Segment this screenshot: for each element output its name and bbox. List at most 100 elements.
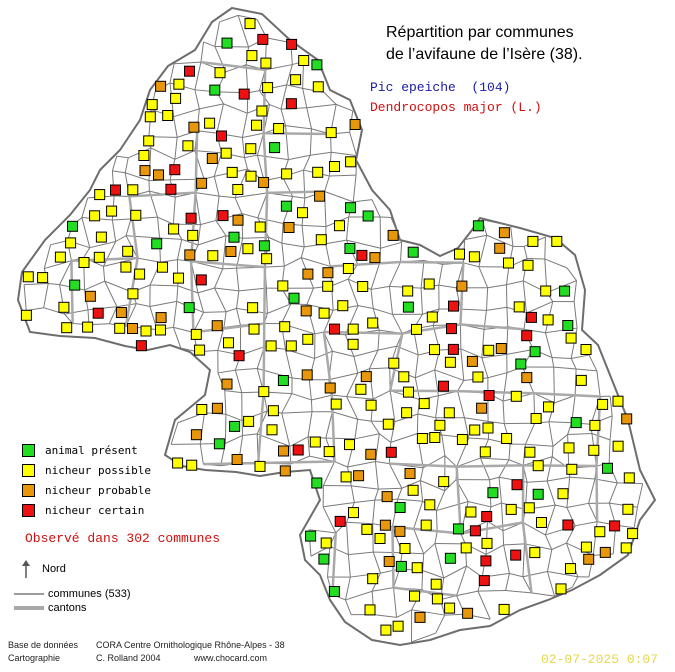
commune-marker bbox=[206, 153, 218, 164]
commune-marker bbox=[364, 604, 376, 616]
commune-border bbox=[388, 463, 403, 489]
commune-marker bbox=[365, 448, 377, 460]
commune-border bbox=[441, 434, 446, 456]
commune-marker bbox=[283, 222, 295, 233]
credits-url[interactable]: www.chocard.com bbox=[194, 653, 268, 663]
commune-border bbox=[247, 90, 260, 94]
commune-marker bbox=[273, 123, 285, 134]
commune-border bbox=[111, 219, 117, 242]
commune-border bbox=[490, 502, 502, 508]
commune-marker bbox=[233, 350, 245, 362]
commune-marker bbox=[232, 184, 244, 195]
cantons-label: cantons bbox=[48, 602, 87, 614]
commune-marker bbox=[347, 323, 359, 335]
commune-marker bbox=[221, 37, 233, 49]
commune-marker bbox=[211, 402, 223, 414]
legend-label-probable: nicheur probable bbox=[45, 483, 151, 497]
commune-marker bbox=[257, 33, 269, 45]
commune-border bbox=[422, 553, 425, 571]
commune-marker bbox=[479, 446, 491, 458]
commune-border bbox=[478, 235, 488, 267]
commune-marker bbox=[204, 117, 216, 129]
commune-marker bbox=[127, 288, 139, 300]
commune-marker bbox=[536, 517, 547, 528]
commune-border bbox=[390, 217, 403, 243]
commune-marker bbox=[521, 372, 533, 384]
commune-border bbox=[351, 485, 379, 490]
commune-marker bbox=[612, 440, 624, 452]
commune-border bbox=[527, 480, 548, 483]
commune-marker bbox=[347, 338, 359, 350]
commune-border bbox=[464, 234, 487, 241]
commune-border bbox=[203, 311, 227, 313]
commune-border bbox=[126, 235, 160, 239]
commune-marker bbox=[394, 502, 406, 513]
commune-border bbox=[588, 478, 596, 504]
canton-line-sample bbox=[14, 606, 44, 610]
commune-border bbox=[435, 490, 446, 511]
commune-border bbox=[225, 413, 243, 422]
map-title-line2: de l’avifaune de l’Isère (38). bbox=[386, 46, 583, 63]
commune-border bbox=[457, 380, 465, 392]
commune-marker bbox=[431, 593, 443, 605]
commune-border bbox=[434, 369, 464, 381]
commune-border bbox=[324, 175, 330, 192]
commune-marker bbox=[155, 80, 167, 92]
commune-border bbox=[546, 480, 556, 506]
commune-marker bbox=[420, 519, 432, 531]
commune-marker bbox=[169, 164, 181, 176]
commune-border bbox=[487, 520, 504, 532]
commune-marker bbox=[444, 356, 456, 368]
commune-marker bbox=[265, 340, 277, 352]
commune-marker bbox=[232, 214, 244, 226]
commune-border bbox=[241, 137, 246, 158]
commune-border bbox=[420, 288, 423, 315]
commune-marker bbox=[355, 383, 367, 395]
commune-marker bbox=[258, 177, 270, 188]
commune-marker bbox=[311, 477, 323, 489]
commune-marker bbox=[110, 184, 121, 196]
commune-border bbox=[284, 257, 302, 267]
commune-line-sample bbox=[14, 593, 44, 595]
commune-border bbox=[522, 521, 546, 536]
commune-border bbox=[257, 217, 284, 224]
commune-marker bbox=[266, 424, 278, 436]
commune-border bbox=[544, 332, 553, 358]
commune-border bbox=[150, 147, 176, 160]
canton-border bbox=[262, 323, 266, 392]
legend-swatch-certain bbox=[22, 503, 35, 517]
legend-label-certain: nicheur certain bbox=[45, 503, 145, 517]
commune-marker bbox=[580, 541, 592, 553]
commune-border bbox=[506, 280, 524, 286]
commune-marker bbox=[444, 552, 456, 564]
commune-border bbox=[357, 368, 370, 374]
commune-border bbox=[481, 357, 489, 378]
commune-marker bbox=[348, 507, 359, 519]
commune-border bbox=[219, 195, 236, 199]
commune-border bbox=[219, 14, 239, 23]
commune-marker bbox=[254, 221, 266, 233]
commune-border bbox=[325, 243, 331, 267]
commune-marker bbox=[382, 418, 394, 430]
commune-marker bbox=[583, 553, 595, 565]
commune-border bbox=[224, 390, 242, 394]
commune-marker bbox=[483, 390, 495, 401]
credits-cartography-label: Cartographie bbox=[8, 653, 61, 663]
commune-marker bbox=[443, 407, 455, 419]
commune-border bbox=[241, 213, 258, 219]
commune-border bbox=[526, 301, 553, 314]
commune-marker bbox=[385, 446, 397, 458]
canton-border bbox=[330, 260, 401, 268]
boundary-legend: communes (533) cantons bbox=[14, 587, 131, 615]
commune-border bbox=[354, 433, 380, 440]
commune-border bbox=[353, 349, 379, 357]
commune-marker bbox=[438, 476, 450, 488]
commune-border bbox=[102, 266, 106, 282]
canton-border bbox=[189, 261, 195, 333]
commune-border bbox=[225, 307, 237, 313]
commune-border bbox=[301, 257, 331, 267]
commune-marker bbox=[20, 309, 32, 321]
commune-border bbox=[84, 280, 105, 291]
commune-border bbox=[322, 506, 337, 534]
commune-marker bbox=[82, 321, 94, 333]
